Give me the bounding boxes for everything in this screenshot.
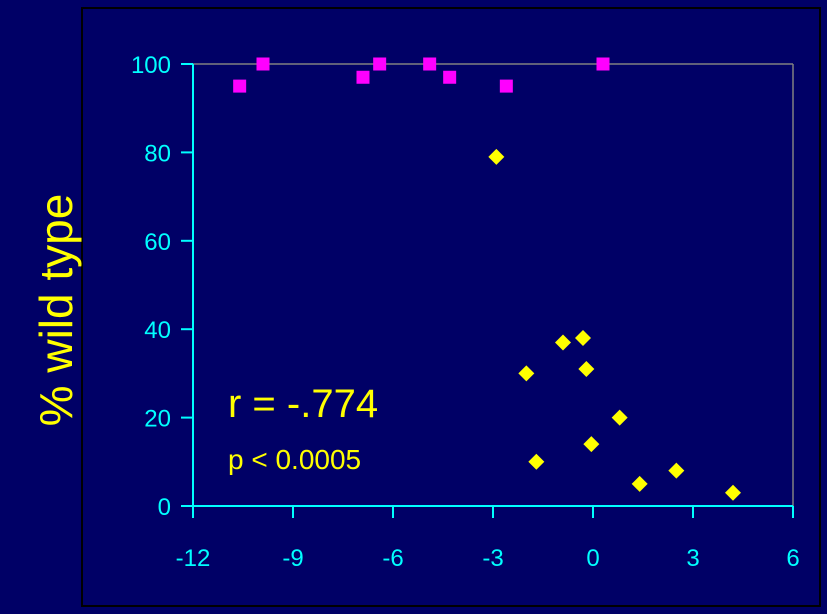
x-tick-label: -12 <box>176 545 211 572</box>
data-point-square <box>596 57 610 71</box>
y-tick-label: 60 <box>144 229 171 256</box>
data-point-diamond <box>555 334 571 351</box>
data-point-diamond <box>668 462 685 479</box>
y-tick-label: 0 <box>158 494 171 521</box>
data-point-diamond <box>528 453 545 470</box>
x-tick-label: -9 <box>282 545 303 572</box>
data-point-diamond <box>611 409 628 426</box>
y-tick-label: 20 <box>144 406 171 433</box>
data-point-square <box>233 79 247 93</box>
data-point-square <box>373 57 387 71</box>
data-point-diamond <box>488 148 505 165</box>
data-point-square <box>356 70 370 84</box>
r-annotation: r = -.774 <box>228 382 378 426</box>
y-axis-label: % wild type <box>30 194 82 427</box>
y-tick-label: 40 <box>144 317 171 344</box>
data-point-square <box>256 57 270 71</box>
x-tick-label: 0 <box>586 545 599 572</box>
x-tick-label: -3 <box>482 545 503 572</box>
plot-area: 0 20 40 60 80 100 -12 -9 -6 -3 0 3 6 <box>131 52 800 572</box>
data-point-diamond <box>518 365 535 382</box>
data-point-square <box>499 79 513 93</box>
x-tick-label: 3 <box>686 545 699 572</box>
y-tick-label: 100 <box>131 52 171 79</box>
data-point-square <box>443 70 457 84</box>
data-point-diamond <box>583 436 600 453</box>
x-tick-label: 6 <box>786 545 799 572</box>
x-tick-label: -6 <box>382 545 403 572</box>
data-point-square <box>423 57 437 71</box>
data-point-diamond <box>725 484 741 501</box>
chart-border <box>81 7 821 607</box>
p-annotation: p < 0.0005 <box>228 444 361 475</box>
data-point-diamond <box>578 360 595 377</box>
data-point-diamond <box>631 475 648 492</box>
y-tick-label: 80 <box>144 140 171 167</box>
data-point-diamond <box>575 330 591 347</box>
